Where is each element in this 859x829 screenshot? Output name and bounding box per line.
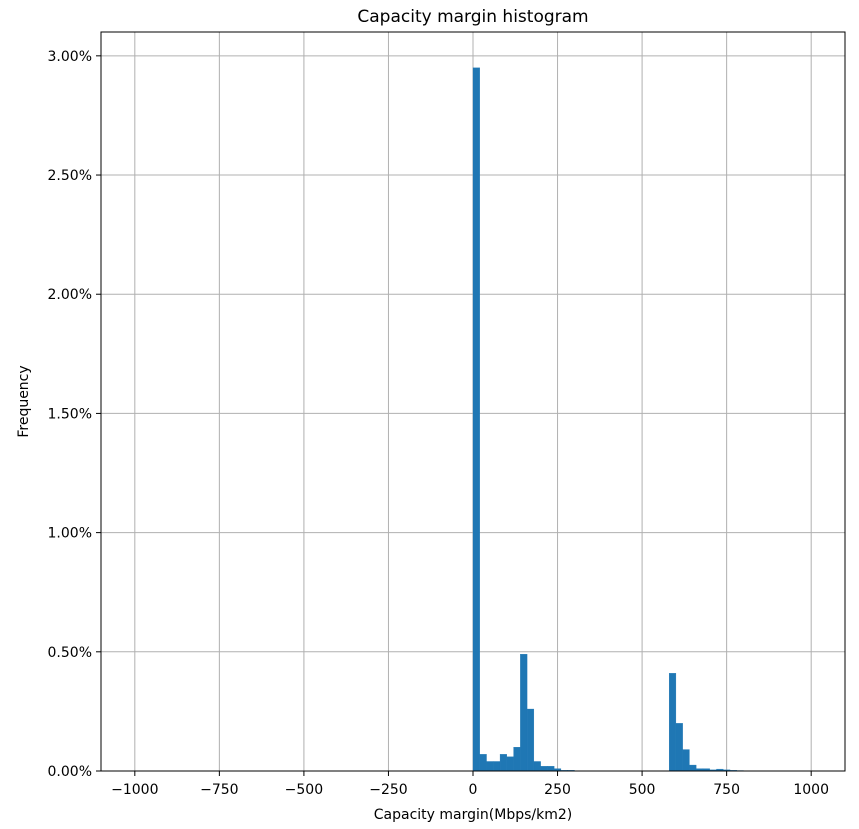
histogram-bar [499, 754, 507, 772]
x-tick-label: 750 [713, 782, 740, 798]
histogram-bar [526, 708, 535, 772]
y-axis-label: Frequency [16, 365, 32, 437]
y-tick-label: 1.00% [48, 526, 92, 542]
y-tick-label: 2.00% [48, 287, 92, 303]
histogram-bar [675, 723, 683, 772]
y-tick-label: 2.50% [48, 168, 92, 184]
y-axis-ticks: 0.00% 0.50% 1.00% 1.50% 2.00% 2.50% 3.00% [48, 49, 101, 780]
histogram-bar [493, 761, 501, 772]
x-tick-label: −1000 [111, 782, 158, 798]
y-tick-label: 1.50% [48, 406, 92, 422]
histogram-bar [472, 67, 480, 772]
histogram-bar [486, 761, 494, 772]
x-tick-label: −250 [369, 782, 407, 798]
histogram-bar [513, 747, 521, 772]
y-tick-label: 0.00% [48, 764, 92, 780]
histogram-bar [689, 764, 697, 772]
x-tick-label: −750 [200, 782, 238, 798]
histogram-bar [540, 766, 548, 772]
x-tick-label: 1000 [793, 782, 829, 798]
histogram-bar [533, 761, 541, 772]
y-tick-label: 0.50% [48, 645, 92, 661]
x-tick-label: −500 [285, 782, 323, 798]
histogram-bar [547, 766, 555, 772]
histogram-bar [520, 654, 528, 772]
x-tick-label: 250 [544, 782, 571, 798]
histogram-bar [479, 754, 487, 772]
histogram-bar [506, 756, 514, 772]
chart-title: Capacity margin histogram [357, 7, 588, 27]
x-tick-label: 0 [469, 782, 478, 798]
histogram-bar [682, 749, 690, 772]
x-axis-ticks: −1000 −750 −500 −250 0 250 500 750 1000 [111, 771, 829, 798]
histogram-bar [668, 673, 677, 772]
y-tick-label: 3.00% [48, 49, 92, 65]
x-axis-label: Capacity margin(Mbps/km2) [374, 807, 572, 823]
x-tick-label: 500 [629, 782, 656, 798]
